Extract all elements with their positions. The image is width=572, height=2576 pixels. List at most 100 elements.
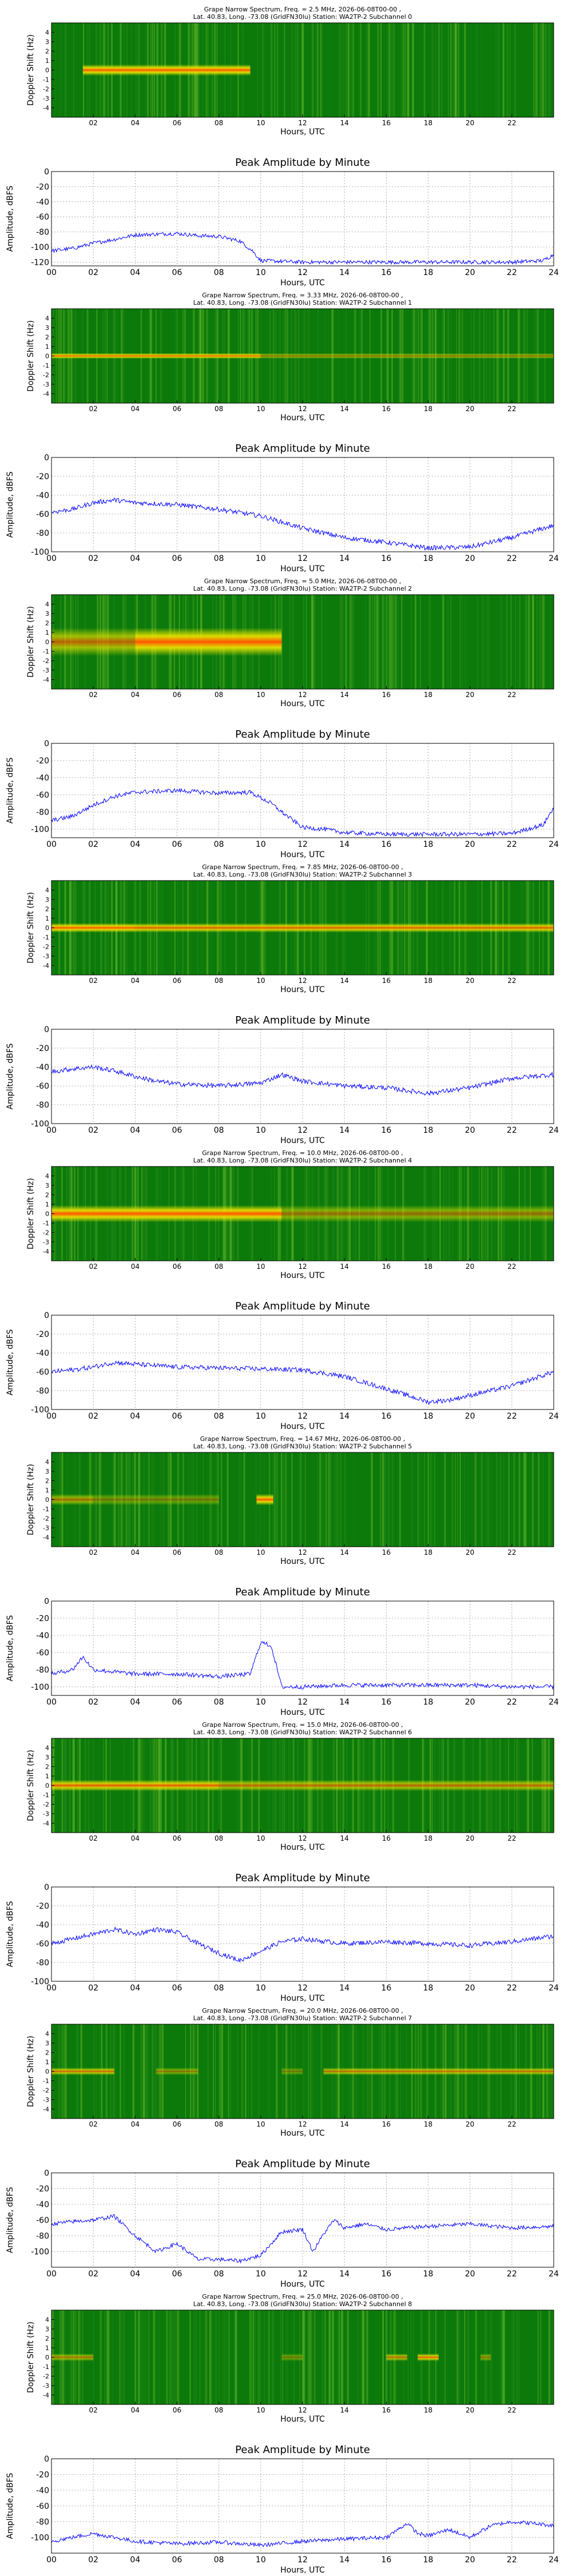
spectrogram-noise [206,2310,207,2404]
x-tick-label: 22 [507,977,516,985]
spectrogram-noise [542,595,543,689]
y-tick-label: -1 [43,76,49,83]
x-tick-label: 22 [507,1548,516,1556]
spectrogram-noise [339,2310,340,2404]
x-tick-label: 20 [466,2406,474,2414]
spectrogram-noise [542,23,544,117]
spectrogram-noise [257,23,258,117]
signal-band [83,65,251,76]
spectrogram-noise [380,23,382,117]
y-tick-label: -20 [36,2471,49,2480]
x-tick-label: 08 [214,2555,224,2565]
x-tick-label: 08 [214,1548,223,1556]
x-tick-label: 22 [507,1698,517,1707]
x-tick-label: 04 [131,2406,140,2414]
spectrogram-noise [264,23,265,117]
spectrogram-noise [523,1452,526,1547]
spectrogram-noise [329,23,330,117]
spectrogram-noise [100,2310,101,2404]
x-tick-label: 20 [466,691,474,699]
y-tick-label: -120 [31,258,49,267]
y-tick-label: 2 [45,48,49,55]
spectrogram-subtitle: Lat. 40.83, Long. -73.08 (GridFN30lu) St… [193,299,412,306]
spectrogram-noise [411,1452,413,1547]
x-tick-label: 08 [214,977,223,985]
spectrogram-noise [244,2024,245,2119]
spectrogram-noise [507,23,508,117]
spectrogram-noise [308,2310,309,2404]
y-tick-label: 4 [45,601,49,608]
spectrogram-noise [482,595,484,689]
spectrogram-noise [317,23,319,117]
x-tick-label: 20 [466,119,474,127]
y-tick-label: 0 [45,2354,49,2362]
y-tick-label: 0 [44,1883,49,1892]
spectrogram-noise [307,2310,308,2404]
y-tick-label: 3 [45,324,49,332]
signal-band [51,1780,219,1791]
spectrogram-noise [347,2310,349,2404]
x-tick-label: 10 [256,1548,265,1556]
x-tick-label: 02 [88,1698,98,1707]
spectrogram-noise [311,2024,313,2119]
spectrogram-noise [227,2310,228,2404]
y-tick-label: -4 [43,962,49,970]
x-tick-label: 14 [340,977,349,985]
y-axis-label: Doppler Shift (Hz) [26,892,35,963]
x-tick-label: 06 [172,1412,182,1421]
x-tick-label: 02 [89,119,98,127]
spectrogram-noise [291,23,292,117]
x-tick-label: 04 [130,1126,140,1135]
spectrogram-noise [379,23,380,117]
y-tick-label: 3 [45,2040,49,2047]
spectrogram-noise [405,23,406,117]
x-tick-label: 14 [339,1126,349,1135]
spectrogram-subtitle: Lat. 40.83, Long. -73.08 (GridFN30lu) St… [193,13,412,21]
signal-band [281,1205,554,1223]
spectrogram-noise [538,2310,539,2404]
y-tick-label: -4 [43,1820,49,1828]
y-axis-label: Amplitude, dBFS [6,2473,15,2539]
spectrogram-subtitle: Lat. 40.83, Long. -73.08 (GridFN30lu) St… [193,585,412,592]
y-tick-label: 3 [45,1468,49,1475]
spectrogram-noise [382,1452,384,1547]
x-tick-label: 18 [423,1126,434,1135]
x-tick-label: 14 [340,1263,349,1271]
y-tick-label: -3 [43,2382,49,2390]
y-tick-label: -80 [36,1958,49,1968]
spectrogram-noise [145,2310,146,2404]
x-tick-label: 00 [46,2555,57,2565]
spectrogram-noise [321,595,323,689]
spectrogram-noise [289,595,291,689]
x-tick-label: 08 [214,268,224,277]
spectrogram-noise [65,23,67,117]
x-tick-label: 10 [256,2120,265,2128]
x-tick-label: 20 [465,268,475,277]
x-tick-label: 22 [507,268,517,277]
chart-title: Peak Amplitude by Minute [235,728,370,740]
y-tick-label: -40 [36,1921,49,1930]
spectrogram-noise [503,23,505,117]
y-tick-label: 4 [45,315,49,323]
spectrogram-4: Grape Narrow Spectrum, Freq. = 10.0 MHz,… [26,1149,554,1280]
y-tick-label: -80 [36,1387,49,1396]
x-tick-label: 18 [423,2270,434,2279]
x-tick-label: 10 [256,119,265,127]
y-tick-label: -2 [43,2373,49,2380]
spectrogram-noise [141,2024,142,2119]
x-tick-label: 10 [256,1263,265,1271]
y-tick-label: -100 [31,548,49,557]
y-tick-label: -100 [31,1977,49,1986]
spectrogram-noise [264,2310,265,2404]
spectrogram-noise [430,1452,432,1547]
x-tick-label: 06 [173,1548,181,1556]
spectrogram-noise [533,23,534,117]
spectrogram-subtitle: Lat. 40.83, Long. -73.08 (GridFN30lu) St… [193,871,412,878]
x-tick-label: 14 [339,2555,349,2565]
x-tick-label: 24 [549,2270,559,2279]
y-tick-label: -80 [36,1666,49,1675]
x-tick-label: 16 [382,119,391,127]
signal-band [281,2354,303,2361]
